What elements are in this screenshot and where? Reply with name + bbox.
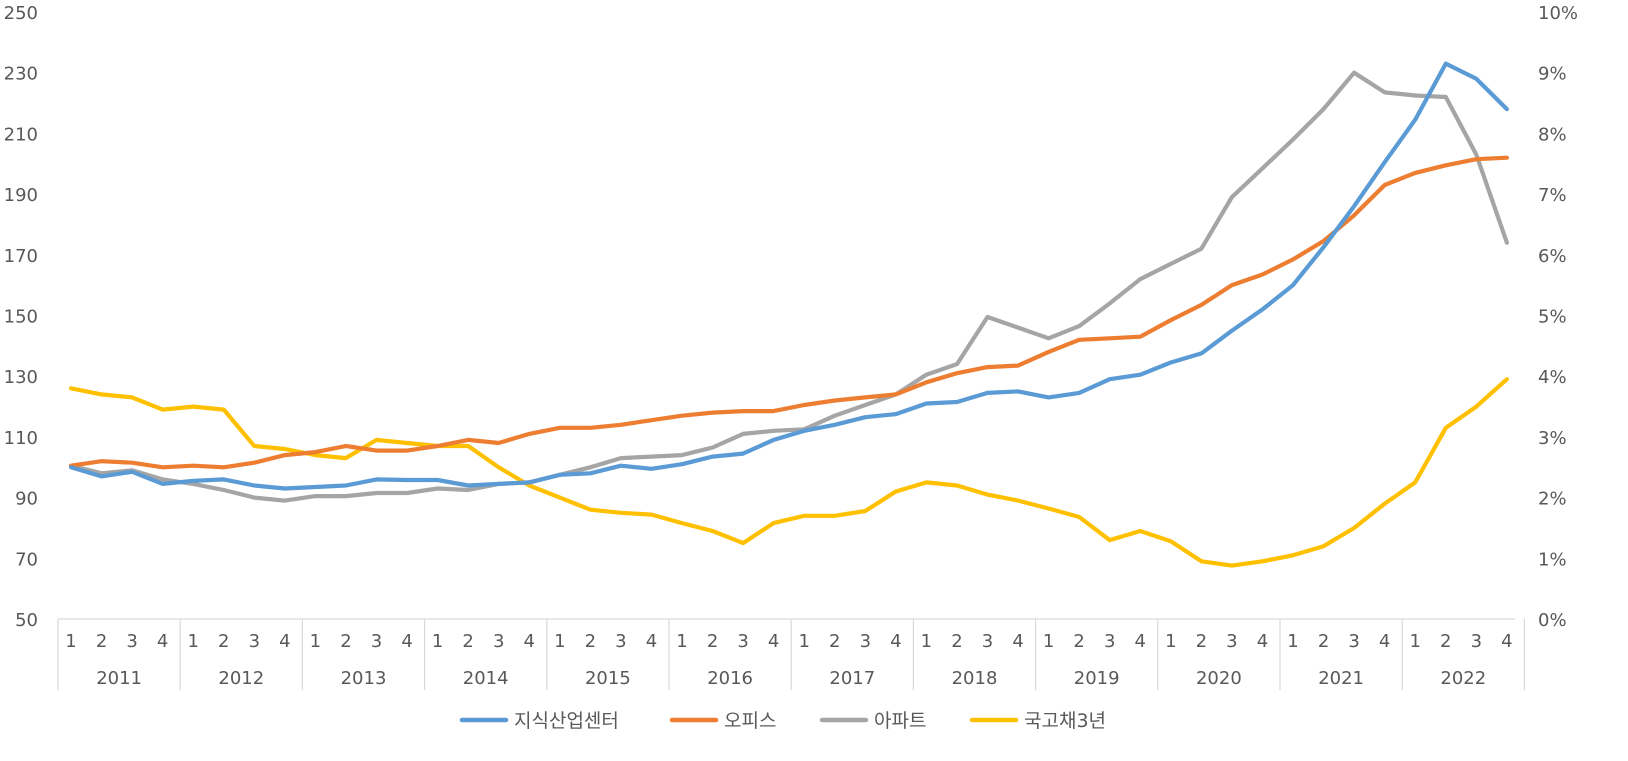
x-quarter-label: 2 (1196, 631, 1207, 652)
y-tick-label: 70 (15, 549, 38, 570)
x-quarter-label: 4 (768, 631, 779, 652)
x-quarter-label: 3 (615, 631, 626, 652)
y2-tick-label: 5% (1538, 307, 1567, 328)
y-tick-label: 150 (4, 307, 38, 328)
x-quarter-label: 4 (1135, 631, 1146, 652)
series-line-2 (68, 155, 1510, 470)
x-quarter-label: 4 (524, 631, 535, 652)
x-quarter-label: 2 (1073, 631, 1084, 652)
x-quarter-label: 3 (126, 631, 137, 652)
x-quarter-label: 1 (676, 631, 687, 652)
x-quarter-label: 3 (249, 631, 260, 652)
x-quarter-label: 2 (96, 631, 107, 652)
x-quarter-label: 1 (187, 631, 198, 652)
x-quarter-label: 4 (1501, 631, 1512, 652)
y-axis-left: 250 230 210 190 170 150 130 110 90 70 50 (4, 3, 38, 631)
x-quarter-label: 4 (890, 631, 901, 652)
x-quarter-label: 3 (737, 631, 748, 652)
x-quarter-label: 4 (279, 631, 290, 652)
x-quarter-label: 3 (860, 631, 871, 652)
series-lines (68, 61, 1510, 568)
x-quarter-label: 2 (829, 631, 840, 652)
legend: 지식산업센터 오피스 아파트 국고채3년 (459, 710, 1106, 732)
y-tick-label: 170 (4, 246, 38, 267)
x-year-label: 2022 (1440, 668, 1486, 689)
x-quarter-label: 1 (1043, 631, 1054, 652)
x-year-label: 2014 (463, 668, 509, 689)
x-quarter-label: 1 (65, 631, 76, 652)
legend-label: 오피스 (724, 710, 776, 732)
x-quarter-label: 4 (646, 631, 657, 652)
series-line-3 (68, 70, 1510, 503)
y-tick-label: 250 (4, 3, 38, 24)
x-quarter-label: 3 (371, 631, 382, 652)
x-year-label: 2020 (1196, 668, 1242, 689)
x-quarter-label: 4 (1257, 631, 1268, 652)
y-axis-right: 10% 9% 8% 7% 6% 5% 4% 3% 2% 1% 0% (1538, 3, 1578, 631)
y2-tick-label: 7% (1538, 185, 1567, 206)
x-quarter-label: 4 (1379, 631, 1390, 652)
y-tick-label: 90 (15, 489, 38, 510)
x-year-label: 2021 (1318, 668, 1364, 689)
x-quarter-label: 3 (1348, 631, 1359, 652)
legend-label: 지식산업센터 (514, 710, 619, 732)
x-year-label: 2019 (1074, 668, 1120, 689)
x-quarter-label: 3 (1471, 631, 1482, 652)
y2-tick-label: 10% (1538, 3, 1578, 24)
x-quarter-label: 3 (982, 631, 993, 652)
x-quarter-label: 1 (1165, 631, 1176, 652)
y2-tick-label: 3% (1538, 428, 1567, 449)
x-quarter-label: 2 (951, 631, 962, 652)
x-quarter-label: 2 (585, 631, 596, 652)
legend-label: 아파트 (874, 710, 926, 732)
x-year-label: 2015 (585, 668, 631, 689)
x-quarter-label: 3 (493, 631, 504, 652)
y-tick-label: 50 (15, 610, 38, 631)
x-year-label: 2016 (707, 668, 753, 689)
y-tick-label: 130 (4, 367, 38, 388)
x-year-label: 2012 (218, 668, 264, 689)
y2-tick-label: 0% (1538, 610, 1567, 631)
x-quarter-label: 1 (310, 631, 321, 652)
x-year-label: 2018 (952, 668, 998, 689)
series-line-1 (68, 61, 1510, 491)
x-quarter-label: 1 (798, 631, 809, 652)
x-quarter-label: 3 (1226, 631, 1237, 652)
x-quarter-label: 2 (218, 631, 229, 652)
y2-tick-label: 6% (1538, 246, 1567, 267)
x-year-label: 2017 (829, 668, 875, 689)
x-quarter-label: 4 (401, 631, 412, 652)
x-quarter-label: 4 (1012, 631, 1023, 652)
x-quarter-label: 1 (432, 631, 443, 652)
y-tick-label: 110 (4, 428, 38, 449)
legend-label: 국고채3년 (1024, 710, 1106, 732)
y2-tick-label: 9% (1538, 64, 1567, 85)
x-quarter-label: 1 (1287, 631, 1298, 652)
y-tick-label: 210 (4, 124, 38, 145)
y2-tick-label: 2% (1538, 489, 1567, 510)
x-quarter-label: 2 (1440, 631, 1451, 652)
x-year-label: 2013 (341, 668, 387, 689)
x-quarter-label: 2 (707, 631, 718, 652)
y-tick-label: 230 (4, 64, 38, 85)
x-quarter-label: 1 (921, 631, 932, 652)
x-quarter-label: 3 (1104, 631, 1115, 652)
x-quarter-label: 1 (1409, 631, 1420, 652)
x-quarter-label: 4 (157, 631, 168, 652)
x-quarter-label: 2 (1318, 631, 1329, 652)
x-quarter-label: 2 (340, 631, 351, 652)
y-tick-label: 190 (4, 185, 38, 206)
y2-tick-label: 1% (1538, 549, 1567, 570)
x-quarter-label: 1 (554, 631, 565, 652)
x-year-label: 2011 (96, 668, 142, 689)
x-quarter-label: 2 (462, 631, 473, 652)
y2-tick-label: 4% (1538, 367, 1567, 388)
y2-tick-label: 8% (1538, 124, 1567, 145)
